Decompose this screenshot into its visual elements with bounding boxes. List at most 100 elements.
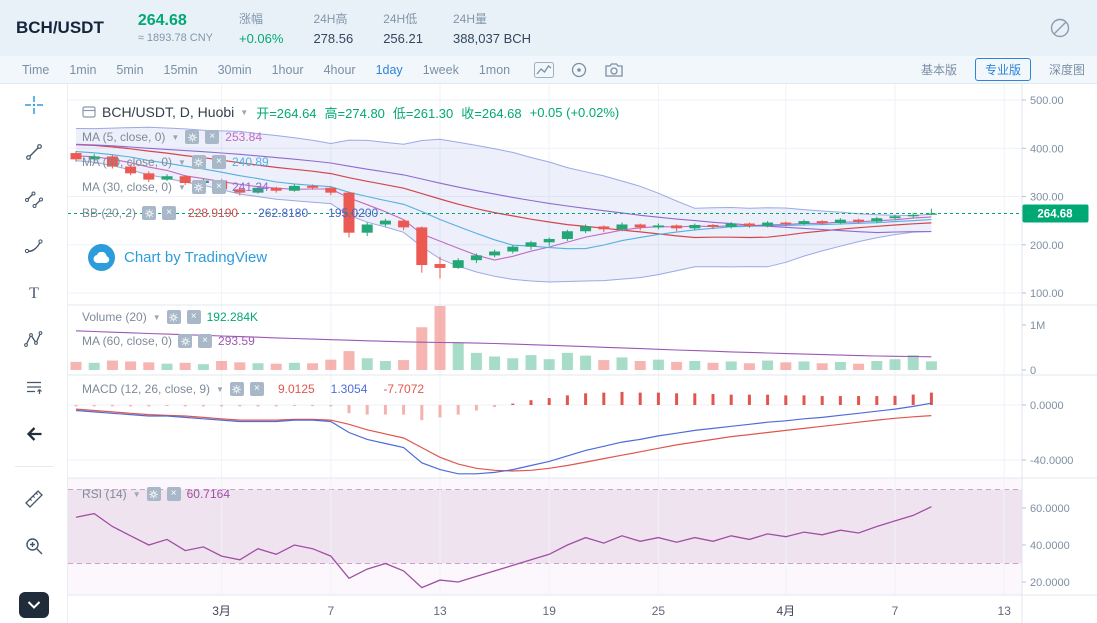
change-value: +0.06% bbox=[238, 31, 284, 46]
high-value: 278.56 bbox=[313, 31, 354, 46]
close-icon[interactable]: × bbox=[249, 382, 264, 396]
interval-Time[interactable]: Time bbox=[22, 62, 50, 77]
main-legend: BCH/USDT, D, Huobi ▼ 开=264.64 高=274.80 低… bbox=[82, 104, 619, 121]
rsi-legend: RSI (14) ▼ × 60.7164 bbox=[82, 486, 230, 502]
interval-1min[interactable]: 1min bbox=[69, 62, 97, 77]
close-icon[interactable]: × bbox=[162, 206, 177, 220]
interval-toolbar: Time 1min 5min 15min 30min 1hour 4hour 1day 1wee… bbox=[0, 56, 1097, 84]
low-value: 256.21 bbox=[383, 31, 423, 46]
ma10-legend: MA (10, close, 0) ▼ × 240.89 bbox=[82, 154, 269, 170]
settings-icon[interactable] bbox=[185, 130, 200, 144]
settings-icon[interactable] bbox=[146, 487, 161, 501]
svg-text:13: 13 bbox=[998, 604, 1012, 618]
indicator-icon[interactable] bbox=[570, 61, 588, 79]
interval-15min[interactable]: 15min bbox=[163, 62, 198, 77]
trendline-tool[interactable] bbox=[19, 137, 49, 167]
long-position-tool[interactable] bbox=[19, 372, 49, 402]
chevron-down-icon[interactable]: ▼ bbox=[216, 384, 224, 394]
rsi-label: RSI (14) bbox=[82, 487, 127, 501]
svg-text:1M: 1M bbox=[1030, 320, 1045, 332]
settings-icon[interactable] bbox=[191, 155, 206, 169]
chart-area: 500.00 400.00 300.00 200.00 100.00 1M 0 0.0000 -… bbox=[68, 84, 1097, 623]
interval-1day[interactable]: 1day bbox=[375, 62, 403, 77]
high-stat: 24H高 278.56 bbox=[313, 10, 353, 46]
tab-专业版[interactable]: 专业版 bbox=[974, 58, 1031, 81]
close-icon[interactable]: × bbox=[211, 155, 226, 169]
pair-title[interactable]: BCH/USDT bbox=[16, 18, 104, 37]
bb-mid-value: 228.9190 bbox=[188, 206, 239, 220]
svg-text:200.00: 200.00 bbox=[1030, 240, 1064, 252]
screenshot-camera-icon[interactable] bbox=[604, 62, 624, 78]
tradingview-attribution[interactable]: Chart by TradingView bbox=[88, 244, 267, 271]
close-icon[interactable]: × bbox=[211, 180, 226, 194]
svg-text:264.68: 264.68 bbox=[1037, 209, 1073, 221]
volume-value: 388,037 BCH bbox=[452, 31, 532, 46]
svg-text:0: 0 bbox=[1030, 365, 1036, 377]
brush-tool[interactable] bbox=[19, 231, 49, 261]
ohlc-close: 收=264.68 bbox=[461, 105, 522, 121]
svg-text:T: T bbox=[29, 285, 39, 302]
settings-icon[interactable] bbox=[178, 334, 193, 348]
xabcd-pattern-tool[interactable] bbox=[19, 325, 49, 355]
volume-ma-value: 293.59 bbox=[218, 334, 255, 348]
svg-text:3月: 3月 bbox=[212, 604, 231, 618]
tradingview-logo bbox=[88, 244, 115, 271]
interval-1week[interactable]: 1week bbox=[422, 62, 459, 77]
chevron-down-icon[interactable]: ▼ bbox=[178, 182, 186, 192]
settings-icon[interactable] bbox=[229, 382, 244, 396]
svg-text:4月: 4月 bbox=[776, 604, 795, 618]
close-icon[interactable]: × bbox=[186, 310, 201, 324]
low-stat: 24H低 256.21 bbox=[383, 10, 423, 46]
zoom-in-tool[interactable] bbox=[19, 531, 49, 561]
chevron-down-icon[interactable]: ▼ bbox=[171, 132, 180, 142]
volume-stat: 24H量 388,037 BCH bbox=[453, 10, 531, 46]
settings-icon[interactable] bbox=[166, 310, 181, 324]
settings-icon[interactable] bbox=[142, 206, 157, 220]
ohlc-high: 高=274.80 bbox=[324, 105, 385, 121]
chart-type-icon[interactable] bbox=[534, 61, 555, 78]
chevron-down-icon[interactable]: ▼ bbox=[178, 157, 186, 167]
low-label: 24H低 bbox=[383, 12, 418, 26]
toolbar-icons bbox=[534, 61, 624, 79]
ma30-label: MA (30, close, 0) bbox=[82, 180, 173, 194]
interval-1mon[interactable]: 1mon bbox=[478, 62, 511, 77]
interval-30min[interactable]: 30min bbox=[217, 62, 252, 77]
svg-text:7: 7 bbox=[892, 604, 899, 618]
interval-list: Time 1min 5min 15min 30min 1hour 4hour 1day 1wee… bbox=[12, 63, 520, 77]
collapse-toolbar-button[interactable] bbox=[19, 592, 49, 618]
interval-4hour[interactable]: 4hour bbox=[323, 62, 356, 77]
close-icon[interactable]: × bbox=[166, 487, 181, 501]
chevron-down-icon[interactable]: ▼ bbox=[132, 489, 141, 499]
chevron-down-icon[interactable]: ▼ bbox=[152, 312, 161, 322]
chevron-down-icon[interactable]: ▼ bbox=[240, 107, 249, 117]
bb-upper-value: 262.8180 bbox=[258, 206, 309, 220]
text-tool[interactable]: T bbox=[19, 278, 49, 308]
panel-icon[interactable] bbox=[82, 105, 96, 119]
slash-circle-icon[interactable] bbox=[1049, 17, 1071, 39]
interval-1hour[interactable]: 1hour bbox=[271, 62, 304, 77]
crosshair-tool[interactable] bbox=[19, 90, 49, 120]
ma5-label: MA (5, close, 0) bbox=[82, 130, 166, 144]
macd-legend: MACD (12, 26, close, 9) ▼ × 9.0125 1.305… bbox=[82, 381, 424, 397]
macd-hist-value: 9.0125 bbox=[277, 382, 315, 396]
svg-text:19: 19 bbox=[543, 604, 557, 618]
price-chart-canvas[interactable]: 500.00 400.00 300.00 200.00 100.00 1M 0 0.0000 -… bbox=[68, 84, 1097, 623]
chart-symbol-label[interactable]: BCH/USDT, D, Huobi bbox=[102, 104, 235, 120]
bb-lower-value: 195.0200 bbox=[328, 206, 379, 220]
tab-深度图[interactable]: 深度图 bbox=[1048, 63, 1085, 77]
ruler-measure-tool[interactable] bbox=[19, 484, 49, 514]
interval-5min[interactable]: 5min bbox=[116, 62, 144, 77]
close-icon[interactable]: × bbox=[205, 130, 220, 144]
close-icon[interactable]: × bbox=[198, 334, 213, 348]
tradingview-text: Chart by TradingView bbox=[124, 249, 268, 266]
parallel-channel-tool[interactable] bbox=[19, 184, 49, 214]
ohlc-open: 开=264.64 bbox=[256, 105, 317, 121]
ma10-value: 240.89 bbox=[231, 155, 269, 169]
settings-icon[interactable] bbox=[191, 180, 206, 194]
toolbar-divider bbox=[14, 466, 53, 467]
tab-基本版[interactable]: 基本版 bbox=[920, 63, 957, 77]
back-arrow-tool[interactable] bbox=[19, 419, 49, 449]
change-stat: 涨幅 +0.06% bbox=[239, 10, 283, 46]
svg-text:25: 25 bbox=[652, 604, 666, 618]
ma10-label: MA (10, close, 0) bbox=[82, 155, 173, 169]
